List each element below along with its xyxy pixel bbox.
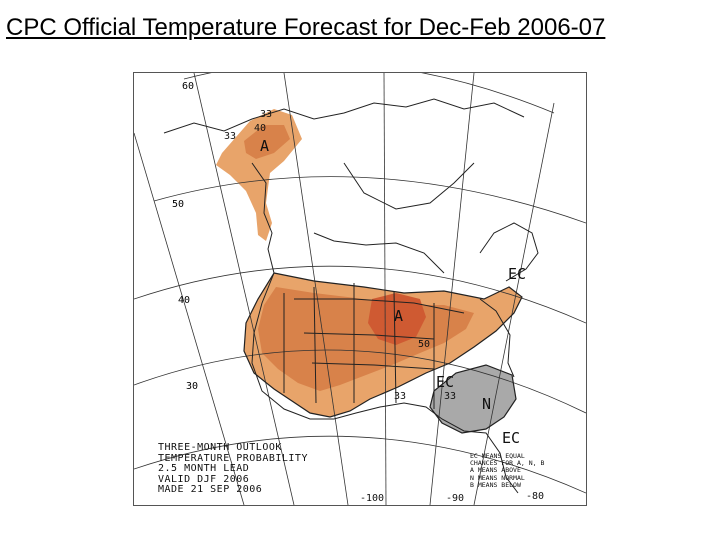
probability-contours <box>243 272 523 434</box>
legend-line: EC MEANS EQUAL <box>470 452 525 460</box>
contour-label: 33 <box>260 109 273 120</box>
legend-block: EC MEANS EQUAL CHANCES FOR A, N, B A MEA… <box>470 452 545 489</box>
latitude-label: 30 <box>186 381 199 392</box>
forecast-map: 60 50 40 30 33 33 40 50 33 33 A A EC EC … <box>133 72 587 506</box>
contour-label: 33 <box>444 391 457 402</box>
zone-label-ec: EC <box>502 429 521 447</box>
slide-title: CPC Official Temperature Forecast for De… <box>6 14 606 41</box>
legend-line: B MEANS BELOW <box>470 480 521 489</box>
zone-label-above: A <box>394 307 404 325</box>
zone-label-normal: N <box>482 395 492 413</box>
zone-label-ec: EC <box>508 265 527 283</box>
outlook-info-line: VALID DJF 2006 <box>158 473 250 485</box>
map-canvas <box>134 73 586 505</box>
contour-label: 33 <box>394 391 407 402</box>
outlook-info-line: TEMPERATURE PROBABILITY <box>158 452 308 464</box>
legend-line: N MEANS NORMAL <box>470 473 525 482</box>
outlook-info-line: THREE-MONTH OUTLOOK <box>158 442 282 453</box>
great-lakes-above-50-zone <box>368 293 426 345</box>
legend-line: CHANCES FOR A, N, B <box>470 459 545 468</box>
latitude-label: 50 <box>172 199 185 210</box>
contour-label: 50 <box>418 339 431 350</box>
longitude-label: -100 <box>360 493 385 504</box>
legend-line: A MEANS ABOVE <box>470 466 521 475</box>
contour-label: 33 <box>224 131 237 142</box>
longitude-label: -90 <box>446 493 465 504</box>
longitude-label: -80 <box>526 491 545 502</box>
outlook-info-line: MADE 21 SEP 2006 <box>158 484 263 495</box>
latitude-label: 60 <box>182 81 195 92</box>
contour-label: 40 <box>254 123 267 134</box>
latitude-label: 40 <box>178 295 191 306</box>
southeast-normal-zone <box>430 365 516 433</box>
coastlines <box>163 98 539 494</box>
outlook-info-block: THREE-MONTH OUTLOOK TEMPERATURE PROBABIL… <box>158 443 308 496</box>
alaska-above-40-zone <box>244 125 290 159</box>
zone-label-above: A <box>260 137 270 155</box>
outlook-info-line: 2.5 MONTH LEAD <box>158 463 250 474</box>
graticule <box>134 73 586 505</box>
zone-label-ec: EC <box>436 373 455 391</box>
